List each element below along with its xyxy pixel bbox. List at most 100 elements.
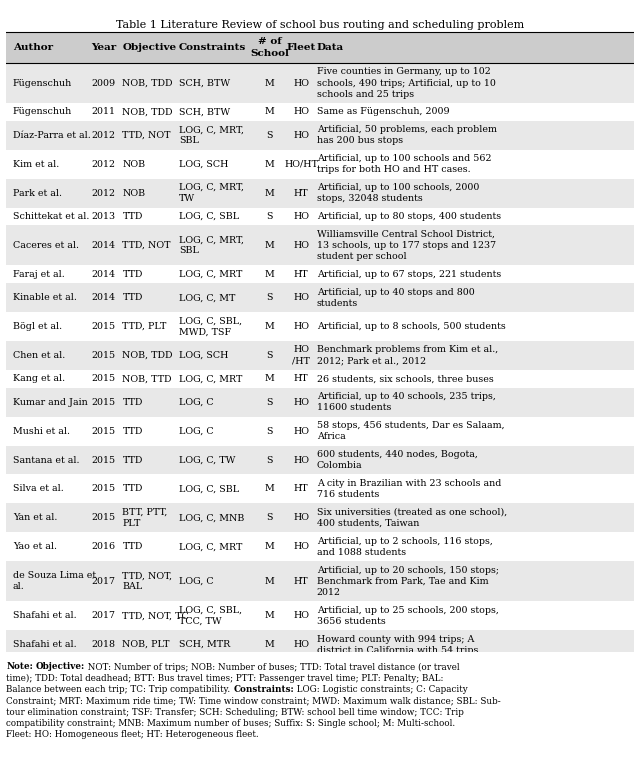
Text: NOB, TDD: NOB, TDD <box>122 351 173 360</box>
Text: SCH, BTW: SCH, BTW <box>179 79 230 87</box>
Text: TTD, NOT,
BAL: TTD, NOT, BAL <box>122 571 173 591</box>
Text: Benchmark problems from Kim et al.,
2012; Park et al., 2012: Benchmark problems from Kim et al., 2012… <box>317 346 498 366</box>
Bar <box>6 630 634 659</box>
Text: HO: HO <box>293 456 309 465</box>
Text: TTD: TTD <box>122 542 143 551</box>
Text: Park et al.: Park et al. <box>13 189 61 197</box>
Text: HO: HO <box>293 513 309 523</box>
Text: 2017: 2017 <box>91 576 115 586</box>
Text: time); TDD: Total deadhead; BTT: Bus travel times; PTT: Passenger travel time; P: time); TDD: Total deadhead; BTT: Bus tra… <box>6 674 444 682</box>
Text: LOG, C, MRT,
TW: LOG, C, MRT, TW <box>179 183 244 204</box>
Text: Chen et al.: Chen et al. <box>13 351 65 360</box>
Text: Santana et al.: Santana et al. <box>13 456 79 465</box>
Text: Table 1 Literature Review of school bus routing and scheduling problem: Table 1 Literature Review of school bus … <box>116 20 524 30</box>
Text: TTD: TTD <box>122 456 143 465</box>
Text: M: M <box>265 640 275 649</box>
Text: NOB, TTD: NOB, TTD <box>122 374 172 383</box>
Text: HO: HO <box>293 640 309 649</box>
Text: tour elimination constraint; TSF: Transfer; SCH: Scheduling; BTW: school bell ti: tour elimination constraint; TSF: Transf… <box>6 707 464 717</box>
Text: HO
/HT: HO /HT <box>292 346 310 366</box>
Text: 2011: 2011 <box>91 108 115 116</box>
Text: Artificial, up to 100 schools, 2000
stops, 32048 students: Artificial, up to 100 schools, 2000 stop… <box>317 183 479 204</box>
Text: LOG, C, MRT: LOG, C, MRT <box>179 270 243 278</box>
Text: 2014: 2014 <box>91 293 115 302</box>
Text: LOG, C, SBL,
MWD, TSF: LOG, C, SBL, MWD, TSF <box>179 317 242 337</box>
Bar <box>6 225 634 265</box>
Text: M: M <box>265 576 275 586</box>
Text: HT: HT <box>294 576 308 586</box>
Bar <box>6 32 634 63</box>
Text: M: M <box>265 322 275 331</box>
Text: TTD: TTD <box>122 427 143 435</box>
Text: M: M <box>265 108 275 116</box>
Text: LOG, C, MNB: LOG, C, MNB <box>179 513 244 523</box>
Text: 600 students, 440 nodes, Bogota,
Colombia: 600 students, 440 nodes, Bogota, Colombi… <box>317 450 477 470</box>
Text: Constraint; MRT: Maximum ride time; TW: Time window constraint; MWD: Maximum wal: Constraint; MRT: Maximum ride time; TW: … <box>6 697 501 705</box>
Text: LOG, C, SBL,
TCC, TW: LOG, C, SBL, TCC, TW <box>179 605 242 626</box>
Text: LOG, C, SBL: LOG, C, SBL <box>179 212 239 221</box>
Text: Artificial, 50 problems, each problem
has 200 bus stops: Artificial, 50 problems, each problem ha… <box>317 126 497 145</box>
Text: A city in Brazilian with 23 schools and
716 students: A city in Brazilian with 23 schools and … <box>317 479 501 499</box>
Text: 2015: 2015 <box>91 484 115 494</box>
Text: Year: Year <box>91 43 116 52</box>
Text: HO: HO <box>293 322 309 331</box>
Text: Objective:: Objective: <box>36 662 85 672</box>
Text: LOG, C, MRT,
SBL: LOG, C, MRT, SBL <box>179 236 244 256</box>
Text: 2012: 2012 <box>91 160 115 168</box>
Text: 2018: 2018 <box>91 640 115 649</box>
Text: SCH, BTW: SCH, BTW <box>179 108 230 116</box>
Text: M: M <box>265 374 275 383</box>
Text: Objective: Objective <box>122 43 177 52</box>
Bar <box>6 121 634 150</box>
Text: Fleet: HO: Homogeneous fleet; HT: Heterogeneous fleet.: Fleet: HO: Homogeneous fleet; HT: Hetero… <box>6 730 259 739</box>
Text: Bögl et al.: Bögl et al. <box>13 322 62 331</box>
Text: LOG, C, TW: LOG, C, TW <box>179 456 236 465</box>
Text: HO: HO <box>293 398 309 406</box>
Text: 2015: 2015 <box>91 456 115 465</box>
Text: TTD: TTD <box>122 398 143 406</box>
Text: Yao et al.: Yao et al. <box>13 542 57 551</box>
Text: 2015: 2015 <box>91 513 115 523</box>
Text: LOG, SCH: LOG, SCH <box>179 160 228 168</box>
Text: 2015: 2015 <box>91 374 115 383</box>
Text: 26 students, six schools, three buses: 26 students, six schools, three buses <box>317 374 493 383</box>
Text: # of
School: # of School <box>250 37 289 58</box>
Text: Constraints: Constraints <box>179 43 246 52</box>
Text: Author: Author <box>13 43 52 52</box>
Text: 2015: 2015 <box>91 322 115 331</box>
Text: HO: HO <box>293 212 309 221</box>
Text: Mushi et al.: Mushi et al. <box>13 427 70 435</box>
Text: 2017: 2017 <box>91 612 115 620</box>
Text: BTT, PTT,
PLT: BTT, PTT, PLT <box>122 508 168 528</box>
Bar <box>6 341 634 370</box>
Text: Note:: Note: <box>6 662 33 672</box>
Text: 2015: 2015 <box>91 427 115 435</box>
Text: Fleet: Fleet <box>287 43 316 52</box>
Text: M: M <box>265 612 275 620</box>
Text: 2012: 2012 <box>91 189 115 197</box>
Text: Constraints:: Constraints: <box>233 685 294 694</box>
Text: NOB, TDD: NOB, TDD <box>122 108 173 116</box>
Text: LOG, C, MT: LOG, C, MT <box>179 293 236 302</box>
Bar <box>6 63 634 103</box>
Text: TTD: TTD <box>122 484 143 494</box>
Text: HO: HO <box>293 293 309 302</box>
Text: Artificial, up to 8 schools, 500 students: Artificial, up to 8 schools, 500 student… <box>317 322 506 331</box>
Text: M: M <box>265 241 275 250</box>
Text: 2015: 2015 <box>91 351 115 360</box>
Text: M: M <box>265 542 275 551</box>
Text: Artificial, up to 2 schools, 116 stops,
and 1088 students: Artificial, up to 2 schools, 116 stops, … <box>317 537 493 557</box>
Text: Faraj et al.: Faraj et al. <box>13 270 65 278</box>
Text: NOT: Number of trips; NOB: Number of buses; TTD: Total travel distance (or trave: NOT: Number of trips; NOB: Number of bus… <box>85 662 460 672</box>
Text: M: M <box>265 189 275 197</box>
Text: HO: HO <box>293 79 309 87</box>
Bar <box>6 388 634 417</box>
Text: Note: Objective: NOT: Number of trips; NOB: Number of buses; TTD: Total travel d: Note: Objective: NOT: Number of trips; N… <box>6 662 453 672</box>
Text: Five counties in Germany, up to 102
schools, 490 trips; Artificial, up to 10
sch: Five counties in Germany, up to 102 scho… <box>317 68 496 99</box>
Text: M: M <box>265 270 275 278</box>
Text: S: S <box>267 351 273 360</box>
Text: SCH, MTR: SCH, MTR <box>179 640 230 649</box>
Text: LOG, C: LOG, C <box>179 427 214 435</box>
Text: LOG, C, MRT: LOG, C, MRT <box>179 542 243 551</box>
Text: Six universities (treated as one school),
400 students, Taiwan: Six universities (treated as one school)… <box>317 508 507 528</box>
